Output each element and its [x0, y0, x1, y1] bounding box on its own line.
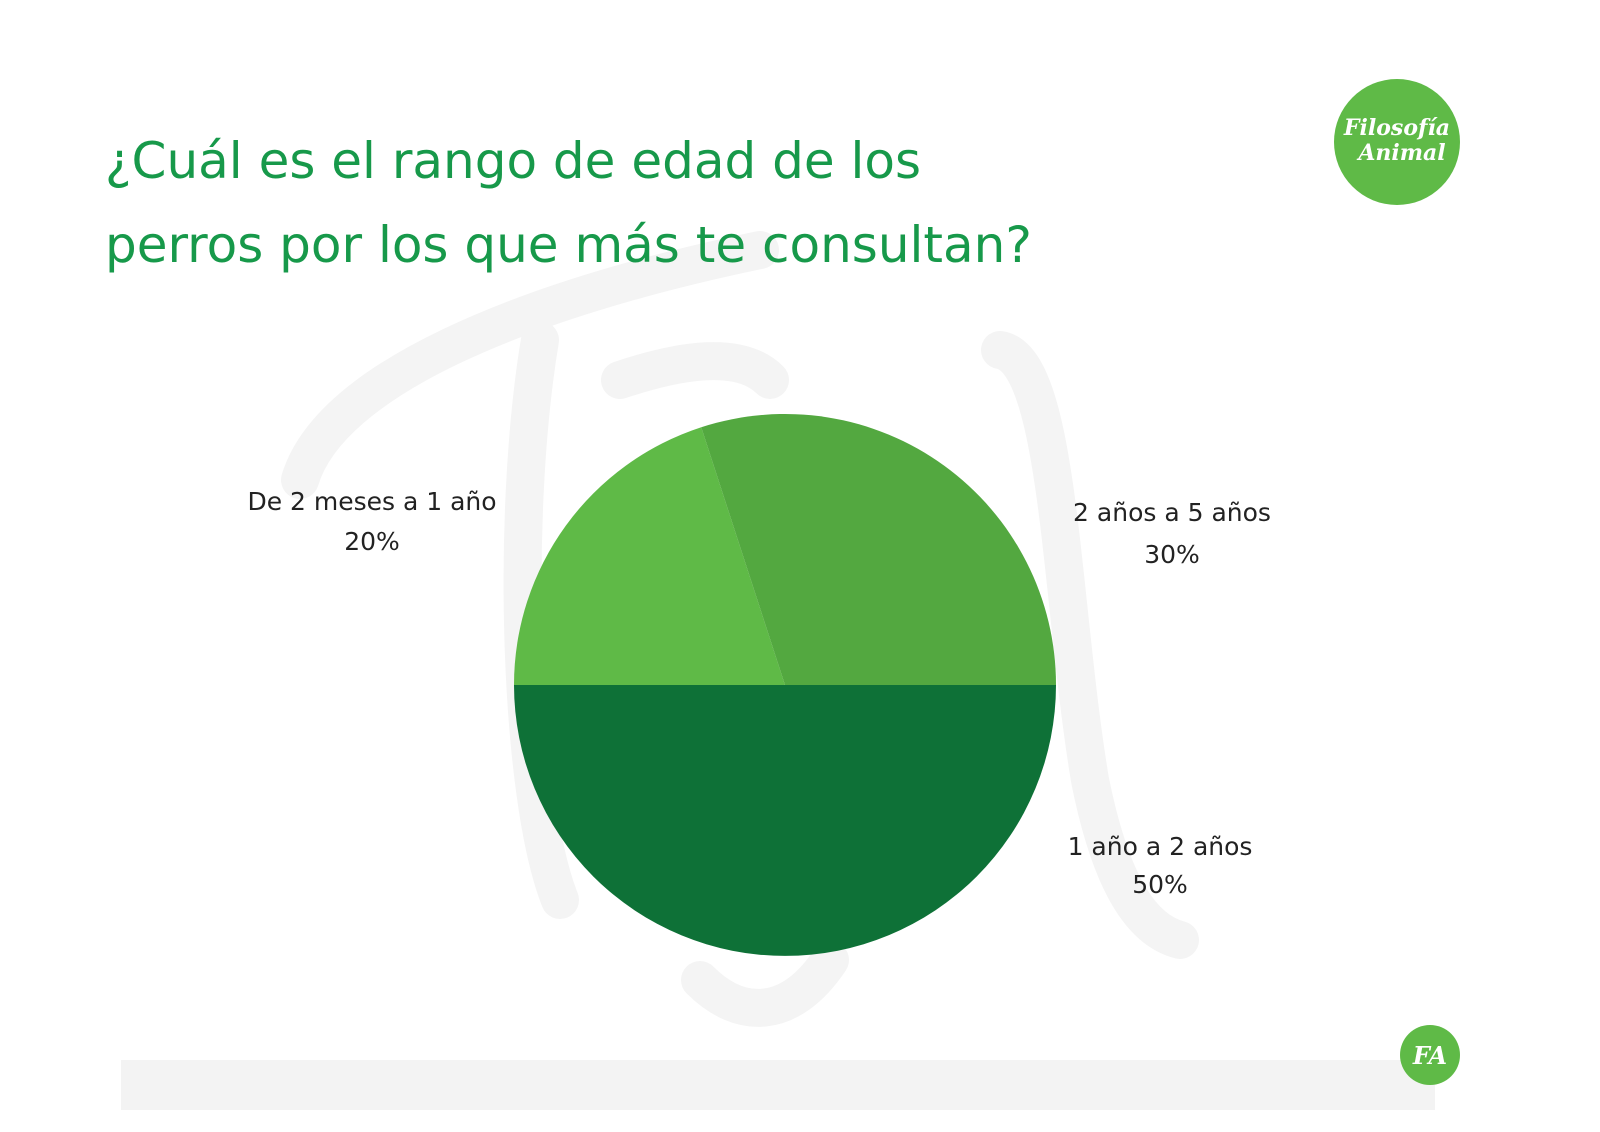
slice-label: De 2 meses a 1 año	[247, 487, 496, 516]
pie	[514, 414, 1056, 956]
logo-text: Filosofía	[1343, 115, 1450, 141]
watermark	[281, 231, 1199, 1027]
slice-label: 1 año a 2 años	[1068, 832, 1253, 861]
pie-slice	[514, 685, 1056, 956]
footer-bar	[121, 1060, 1435, 1110]
logo-text: Animal	[1356, 140, 1445, 166]
pie-slice	[701, 414, 1056, 685]
slice-value: 30%	[1144, 540, 1200, 569]
slice-value: 20%	[344, 527, 400, 556]
logo-circle	[1334, 79, 1460, 205]
slice-label: 2 años a 5 años	[1073, 498, 1271, 527]
slice-value: 50%	[1132, 870, 1188, 899]
title-line: perros por los que más te consultan?	[105, 216, 1032, 274]
badge-text: FA	[1412, 1041, 1447, 1070]
title-line: ¿Cuál es el rango de edad de los	[105, 132, 921, 190]
badge-circle	[1400, 1025, 1460, 1085]
pie-slice	[514, 427, 785, 685]
